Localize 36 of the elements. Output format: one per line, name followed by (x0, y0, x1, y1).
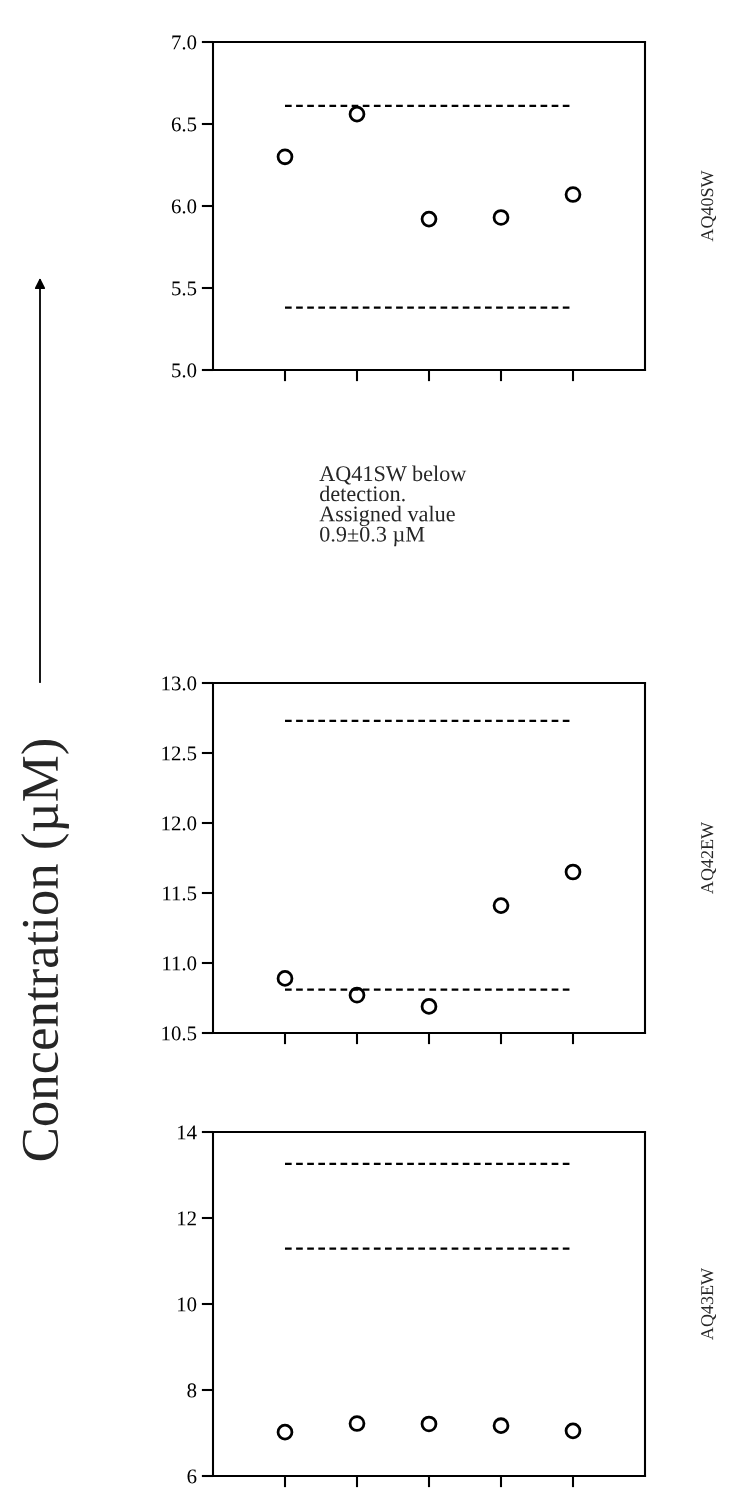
point (492, 209, 510, 226)
y2-axis-title: AQ42EW (701, 821, 717, 894)
point (492, 1417, 510, 1435)
text: Concentration (µM) (21, 739, 69, 1161)
point (564, 186, 582, 203)
y-tick-label: 14 (178, 1125, 197, 1140)
y-tick-label: 10.5 (162, 1026, 197, 1041)
y-tick-label: 6 (187, 1469, 197, 1484)
y-tick-label: 5.5 (172, 281, 197, 296)
y-tick-label: 6.5 (171, 117, 197, 132)
point (564, 1422, 582, 1440)
y-tick-label: 7.0 (172, 35, 197, 50)
point (276, 970, 294, 987)
point (348, 105, 366, 123)
y-tick-label: 12.0 (162, 816, 197, 831)
y-tick-label: 6.0 (171, 199, 197, 214)
point (276, 1423, 294, 1441)
y-tick-label: 11.0 (163, 956, 197, 971)
y2-axis-title: AQ43EW (701, 1267, 717, 1340)
point (564, 863, 582, 881)
y-tick-label: 8 (187, 1383, 197, 1398)
point (420, 998, 438, 1015)
y-tick-label: 11.5 (163, 886, 197, 901)
point (492, 897, 510, 914)
y-tick-label: 10 (178, 1297, 197, 1312)
point (420, 210, 438, 228)
y-tick-label: 12 (178, 1211, 196, 1226)
y-tick-label: 5.0 (172, 363, 197, 378)
point (420, 1415, 438, 1433)
point (348, 1415, 366, 1432)
y2-axis-title: AQ40SW (701, 170, 717, 242)
y-tick-label: 12.5 (162, 746, 197, 761)
y-tick-label: 13.0 (162, 676, 197, 691)
point (276, 148, 294, 166)
text: AQ41SW below detection. Assigned value 0.9±0.3 µM (319, 465, 467, 547)
point (348, 986, 366, 1004)
